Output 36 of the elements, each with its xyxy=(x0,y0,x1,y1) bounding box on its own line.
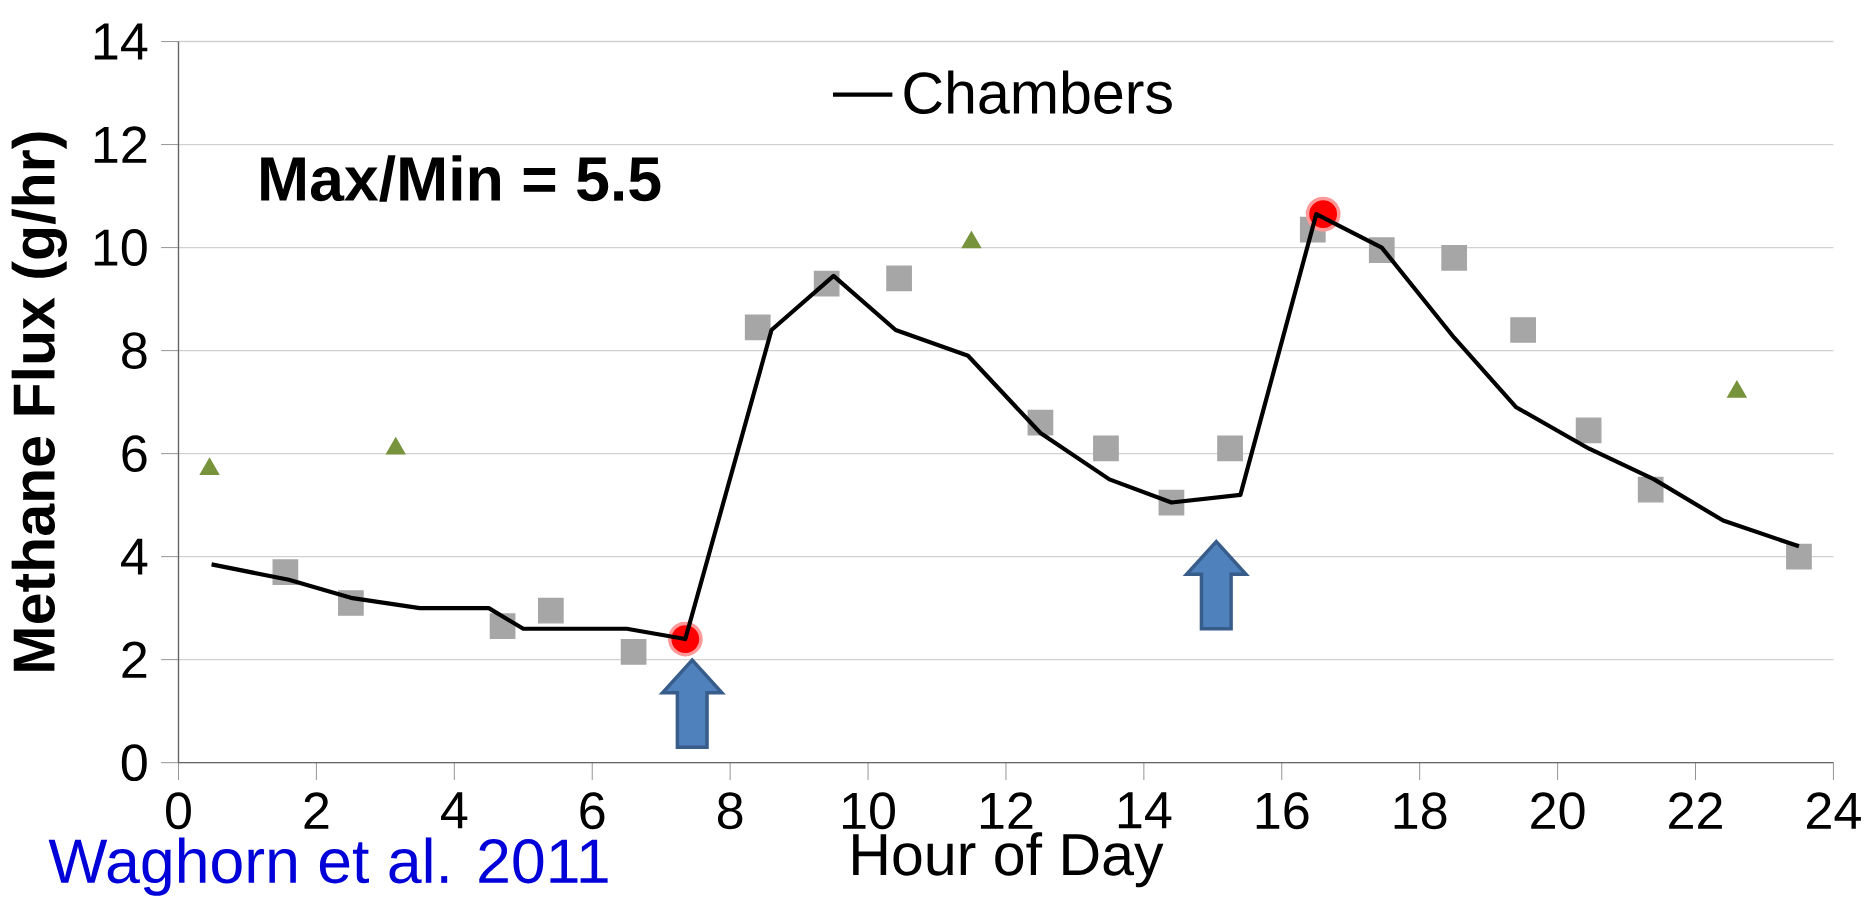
y-tick-label: 6 xyxy=(122,435,147,473)
x-tick-label: 0 xyxy=(166,792,191,830)
y-tick-label: 2 xyxy=(122,641,147,678)
y-tick-label: 10 xyxy=(94,229,147,266)
x-tick-label: 4 xyxy=(441,792,468,829)
y-tick-label: 0 xyxy=(121,744,147,782)
y-tick-label: 4 xyxy=(121,538,148,575)
point xyxy=(886,265,912,292)
y-tick-label: 12 xyxy=(94,126,147,163)
y-tick-label: 14 xyxy=(94,23,148,60)
x-tick-label: 8 xyxy=(717,792,743,830)
point xyxy=(1575,417,1602,444)
x-tick-label: 2 xyxy=(304,792,329,829)
point xyxy=(1441,244,1468,271)
x-tick-label: 14 xyxy=(1118,792,1172,829)
point xyxy=(744,314,771,341)
x-axis-title: Hour of Day xyxy=(853,832,1164,888)
x-tick-label: 22 xyxy=(1669,792,1722,829)
point xyxy=(1093,435,1119,462)
point xyxy=(1786,543,1812,570)
x-tick-label: 16 xyxy=(1256,792,1309,830)
y-axis-title: Methane Flux (g/hr) xyxy=(11,132,67,671)
x-tick-label: 24 xyxy=(1807,792,1861,829)
x-tick-label: 20 xyxy=(1531,792,1585,830)
y-tick-label: 8 xyxy=(122,332,147,370)
x-tick-label: 10 xyxy=(843,792,895,830)
point xyxy=(1510,317,1536,343)
point xyxy=(537,597,564,624)
legend-label: Chambers xyxy=(904,70,1172,114)
text: Waghorn et al. 2011 xyxy=(48,837,608,896)
point xyxy=(1217,435,1243,462)
x-tick-label: 12 xyxy=(980,792,1033,829)
x-tick-label: 18 xyxy=(1394,792,1447,830)
x-tick-label: 6 xyxy=(580,792,605,830)
annotation: Max/Min = 5.5 xyxy=(261,155,661,202)
point xyxy=(620,639,647,665)
